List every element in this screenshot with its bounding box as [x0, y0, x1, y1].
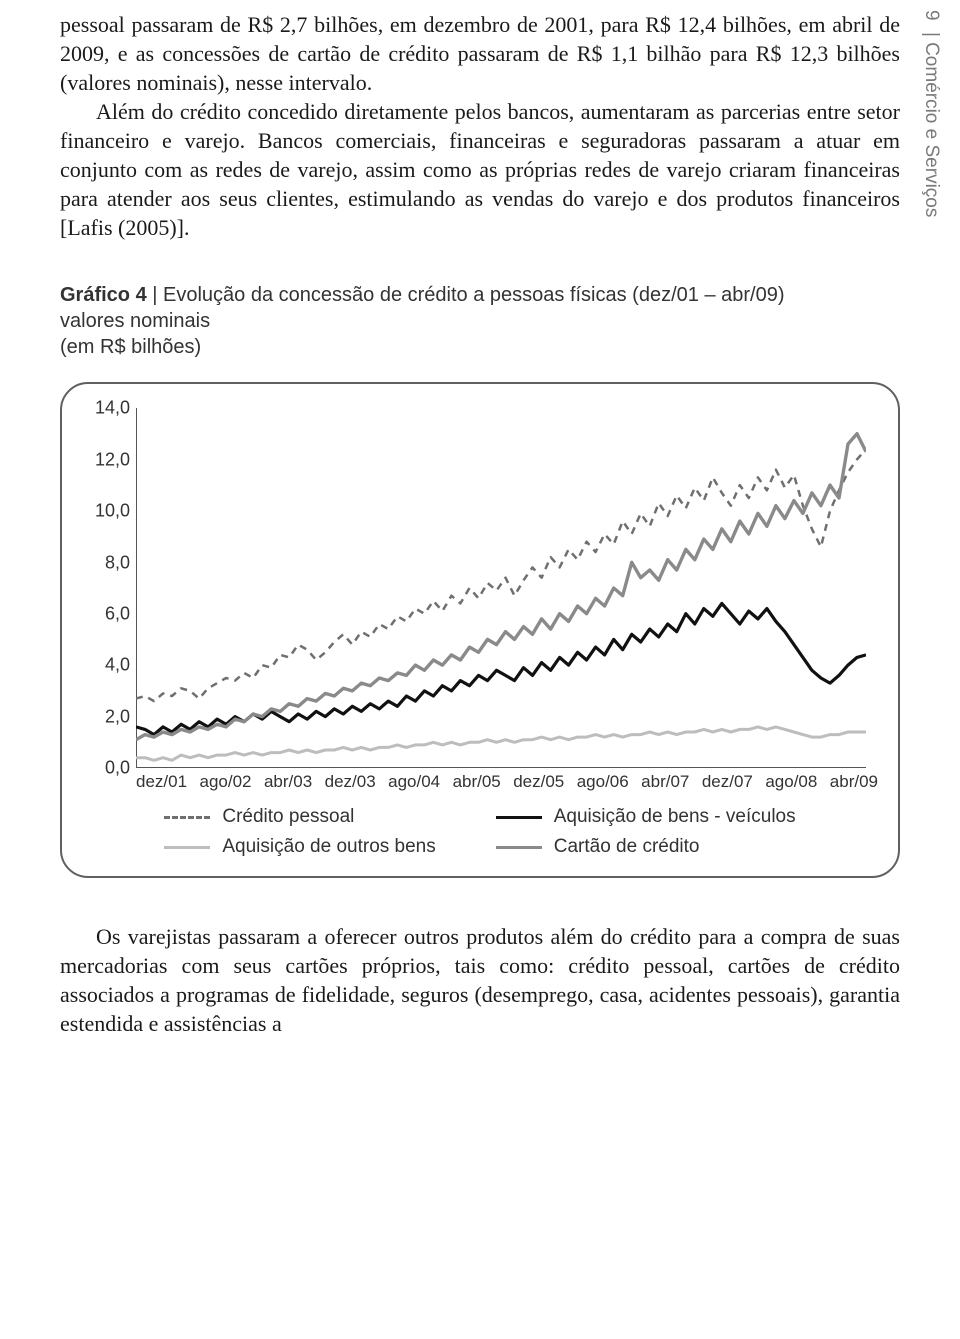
legend-swatch	[496, 816, 542, 819]
chart-number: Gráfico 4	[60, 284, 147, 306]
x-tick-label: ago/08	[765, 772, 817, 792]
chart-title-block: Gráfico 4 | Evolução da concessão de cré…	[60, 282, 900, 360]
legend-item-credito_pessoal: Crédito pessoal	[164, 806, 435, 828]
x-tick-label: dez/01	[136, 772, 187, 792]
x-tick-label: ago/02	[200, 772, 252, 792]
x-tick-label: dez/03	[325, 772, 376, 792]
series-credito_pessoal	[136, 449, 866, 701]
upper-body-text: pessoal passaram de R$ 2,7 bilhões, em d…	[60, 10, 900, 242]
legend-swatch	[496, 846, 542, 849]
x-tick-label: ago/06	[577, 772, 629, 792]
y-tick-label: 10,0	[95, 501, 130, 522]
legend-label: Aquisição de bens - veículos	[554, 806, 796, 828]
side-running-head: 9 | Comércio e Serviços	[920, 10, 942, 217]
section-name: Comércio e Serviços	[921, 42, 942, 217]
legend-item-aquisicao_outros_bens: Aquisição de outros bens	[164, 836, 435, 858]
y-tick-label: 6,0	[105, 603, 130, 624]
legend-label: Cartão de crédito	[554, 836, 700, 858]
x-tick-label: abr/05	[453, 772, 501, 792]
chart-title-line1: Gráfico 4 | Evolução da concessão de cré…	[60, 282, 900, 308]
side-separator: |	[921, 32, 942, 37]
page: 9 | Comércio e Serviços pessoal passaram…	[0, 0, 960, 1068]
x-tick-label: abr/07	[641, 772, 689, 792]
plot-area: 14,012,010,08,06,04,02,00,0 dez/01ago/02…	[82, 408, 878, 792]
series-cartao_credito	[136, 434, 866, 740]
chart-subtitle-2: (em R$ bilhões)	[60, 334, 900, 360]
legend-label: Crédito pessoal	[222, 806, 354, 828]
legend-column: Crédito pessoal Aquisição de outros bens	[164, 806, 435, 858]
line-chart-svg	[136, 408, 866, 768]
paragraph-1: pessoal passaram de R$ 2,7 bilhões, em d…	[60, 10, 900, 97]
legend-item-cartao_credito: Cartão de crédito	[496, 836, 796, 858]
y-tick-label: 2,0	[105, 706, 130, 727]
paragraph-2: Além do crédito concedido diretamente pe…	[60, 97, 900, 242]
legend-swatch	[164, 846, 210, 849]
paragraph-3: Os varejistas passaram a oferecer outros…	[60, 922, 900, 1038]
legend-label: Aquisição de outros bens	[222, 836, 435, 858]
page-number: 9	[920, 10, 942, 21]
chart-container: 14,0 12,0 10,0 8,0 6,0 4,0 2,0 0,0 dez/01 ago/02…	[60, 382, 900, 878]
legend-swatch	[164, 816, 210, 819]
x-tick-label: ago/04	[388, 772, 440, 792]
y-tick-label: 14,0	[95, 398, 130, 419]
lower-body-text: Os varejistas passaram a oferecer outros…	[60, 922, 900, 1038]
chart-title-main: Evolução da concessão de crédito a pesso…	[163, 284, 784, 306]
x-tick-label: abr/09	[830, 772, 878, 792]
series-aquisicao_outros_bens	[136, 727, 866, 760]
y-axis: 14,012,010,08,06,04,02,00,0	[82, 408, 136, 768]
x-tick-label: abr/03	[264, 772, 312, 792]
y-tick-label: 4,0	[105, 655, 130, 676]
y-tick-label: 12,0	[95, 449, 130, 470]
chart-subtitle-1: valores nominais	[60, 308, 900, 334]
x-tick-label: dez/07	[702, 772, 753, 792]
y-tick-label: 8,0	[105, 552, 130, 573]
legend-item-aquisicao_veiculos: Aquisição de bens - veículos	[496, 806, 796, 828]
y-tick-label: 0,0	[105, 758, 130, 779]
x-axis-labels: dez/01 ago/02 abr/03 dez/03 ago/04 abr/05 dez/…	[136, 772, 878, 792]
x-tick-label: dez/05	[513, 772, 564, 792]
chart-legend: Crédito pessoal Aquisição de outros bens A…	[82, 806, 878, 858]
legend-column: Aquisição de bens - veículos Cartão de cr…	[496, 806, 796, 858]
series-aquisicao_veiculos	[136, 604, 866, 735]
chart-title-sep: |	[147, 284, 163, 306]
